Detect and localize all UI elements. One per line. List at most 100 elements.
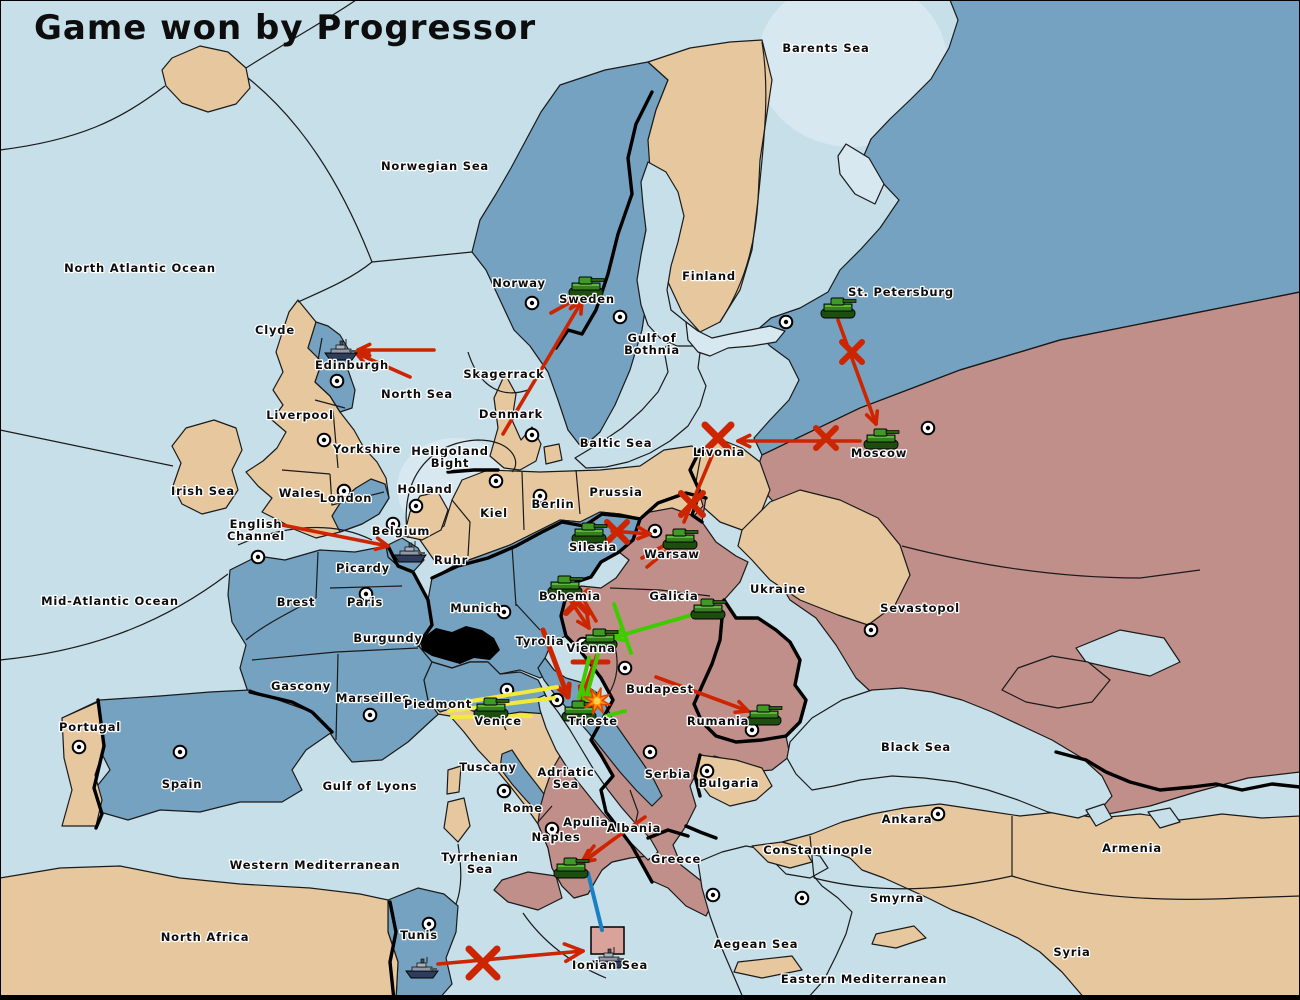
- map-region: [331, 478, 390, 533]
- failed-move-arrow: [654, 675, 750, 715]
- map-region: [489, 373, 542, 471]
- units: [324, 276, 900, 979]
- region-label: Ionian Sea: [572, 958, 648, 972]
- failed-move-arrow: [640, 543, 667, 560]
- map-region: [499, 749, 551, 815]
- map-region: [446, 765, 462, 795]
- region-label: Prussia: [589, 485, 642, 499]
- region-label: Piedmont: [404, 697, 472, 711]
- failed-move-arrow: [645, 546, 672, 569]
- map-region: [0, 865, 399, 1000]
- region-label: Budapest: [626, 682, 694, 696]
- bounce-x-mark: [839, 339, 865, 365]
- region-label: Wales: [279, 486, 322, 500]
- region-label: Greece: [651, 852, 701, 866]
- region-label: Ukraine: [750, 582, 806, 596]
- region-label: Moscow: [851, 446, 907, 460]
- region-label: Liverpool: [266, 408, 333, 422]
- region-label: Edinburgh: [315, 358, 389, 372]
- supply-center-icon: [358, 586, 374, 602]
- successful-move-arrow: [577, 656, 591, 700]
- map-region: [161, 45, 251, 113]
- map-region: [781, 803, 1300, 1000]
- supply-center-icon: [408, 498, 424, 514]
- region-label: Smyrna: [870, 891, 924, 905]
- region-label: Yorkshire: [332, 442, 401, 456]
- map-labels: Barents Sea Norwegian Sea North Atlantic O…: [40, 40, 1163, 988]
- army-unit-icon: [690, 598, 727, 620]
- army-unit-icon: [863, 428, 900, 450]
- army-unit-icon: [662, 528, 699, 550]
- convoy-arrow: [586, 871, 604, 932]
- map-region: [543, 443, 563, 465]
- supply-center-icon: [920, 420, 936, 436]
- region-label: Brest: [277, 595, 316, 609]
- region-label: Constantinople: [763, 843, 873, 857]
- region-label: Tuscany: [459, 760, 516, 774]
- region-label: Livonia: [693, 445, 745, 459]
- fleet-unit-icon: [405, 957, 439, 979]
- region-label: Eastern Mediterranean: [781, 972, 947, 986]
- bounce-x-mark: [465, 945, 501, 981]
- region-label: Heligoland Bight: [411, 444, 489, 470]
- supply-center-icon: [488, 473, 504, 489]
- supply-center-icon: [524, 427, 540, 443]
- fleet-unit-icon: [393, 541, 427, 563]
- supply-center-icon: [172, 744, 188, 760]
- order-arrows: [275, 296, 880, 981]
- supply-center-icon: [362, 707, 378, 723]
- supply-center-icon: [778, 314, 794, 330]
- region-label: Baltic Sea: [580, 436, 653, 450]
- region-label: Galicia: [649, 589, 698, 603]
- region-label: Ruhr: [434, 553, 468, 567]
- region-label: Marseilles: [336, 691, 410, 705]
- failed-move-arrow: [354, 350, 412, 379]
- inland-seas: [537, 143, 1181, 1000]
- supply-center-icon: [863, 622, 879, 638]
- map-region: [493, 871, 563, 911]
- supply-center-icon: [930, 806, 946, 822]
- region-label: Trieste: [568, 714, 618, 728]
- sea-region: [574, 330, 707, 469]
- supply-center-icon: [421, 916, 437, 932]
- supply-center-icon: [617, 660, 633, 676]
- army-unit-icon: [568, 276, 605, 298]
- region-label: Apulia: [563, 815, 609, 829]
- supply-center-icon: [794, 890, 810, 906]
- region-label: Black Sea: [881, 740, 951, 754]
- region-label: Bulgaria: [699, 776, 760, 790]
- sea-region: [537, 694, 659, 861]
- supply-center-icon: [250, 549, 266, 565]
- region-label: Denmark: [479, 407, 543, 421]
- supply-center-icon: [336, 483, 352, 499]
- supply-center-icon: [699, 763, 715, 779]
- island-regions: [543, 443, 1111, 979]
- army-unit-icon: [582, 628, 619, 650]
- region-label: Adriatic Sea: [537, 765, 594, 791]
- region-label: Irish Sea: [171, 484, 235, 498]
- supply-center-icon: [544, 821, 560, 837]
- failed-move-arrow: [501, 299, 584, 436]
- region-label: London: [320, 491, 373, 505]
- impassable-region: [420, 626, 500, 664]
- region-label: Vienna: [566, 641, 615, 655]
- region-label: Burgundy: [353, 631, 422, 645]
- army-unit-icon: [820, 297, 857, 319]
- region-label: Skagerrack: [463, 367, 544, 381]
- region-label: Belgium: [372, 524, 430, 538]
- region-label: Naples: [531, 830, 580, 844]
- region-label: Gascony: [271, 679, 331, 693]
- region-label: Tunis: [400, 928, 438, 942]
- bounce-x-mark: [813, 425, 839, 451]
- supply-center-icon: [316, 432, 332, 448]
- army-unit-icon: [473, 697, 510, 719]
- map-region: [871, 925, 927, 949]
- supply-center-icon: [496, 783, 512, 799]
- explosion-icon: [583, 687, 611, 715]
- supply-center-icon: [612, 309, 628, 325]
- region-label: Warsaw: [644, 547, 700, 561]
- army-unit-icon: [571, 522, 608, 544]
- region-label: Clyde: [255, 323, 295, 337]
- region-label: Holland: [397, 482, 452, 496]
